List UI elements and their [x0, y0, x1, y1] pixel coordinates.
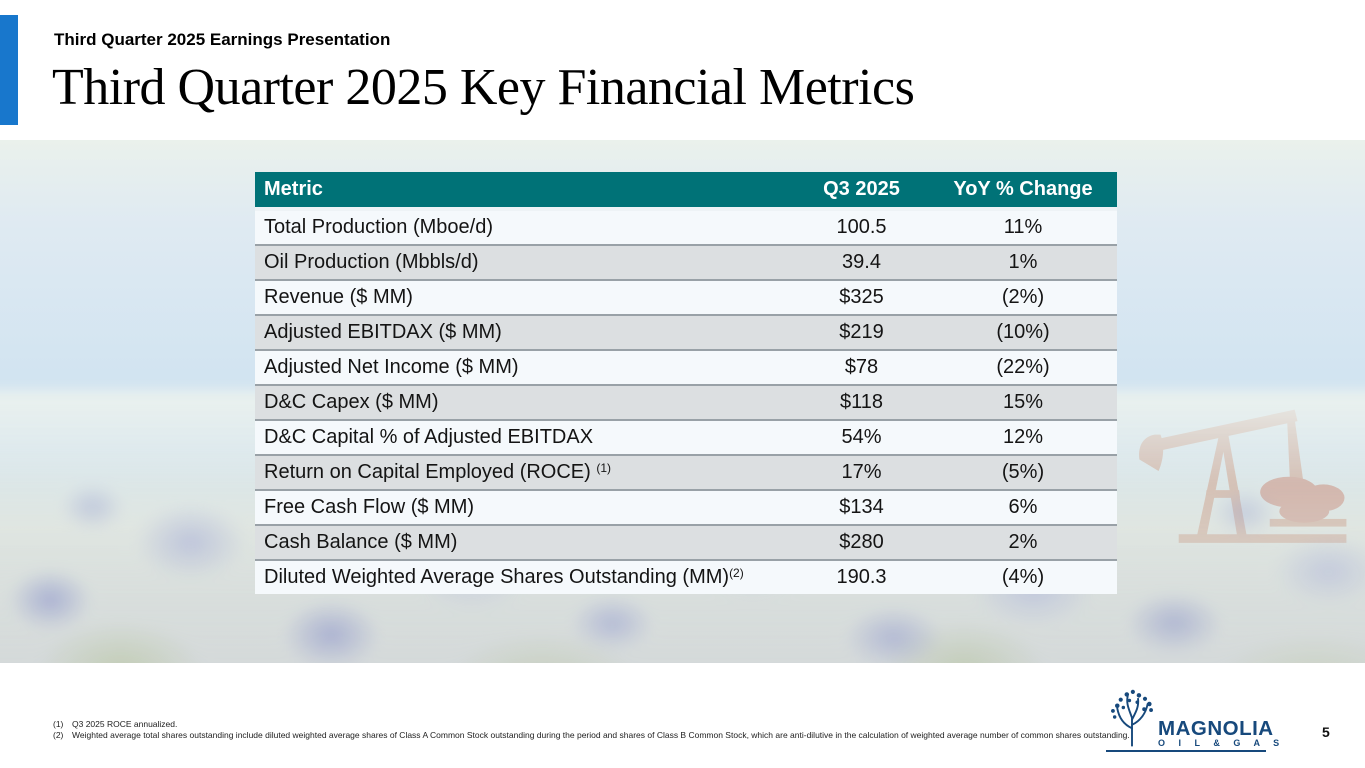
- q3-value-cell: $219: [839, 321, 884, 343]
- q3-value-cell: $78: [844, 356, 879, 378]
- q3-value-cell: 190.3: [836, 566, 887, 588]
- metric-cell: Return on Capital Employed (ROCE) (1): [264, 461, 612, 483]
- magnolia-tree-icon: [1111, 689, 1153, 747]
- table-row: Free Cash Flow ($ MM) $134 6%: [255, 489, 1117, 524]
- table-row: Oil Production (Mbbls/d) 39.4 1%: [255, 244, 1117, 279]
- yoy-value-cell: 12%: [1002, 426, 1044, 448]
- table-row: Adjusted Net Income ($ MM) $78 (22%): [255, 349, 1117, 384]
- footnote-number: (2): [53, 730, 64, 740]
- footnote-item: (2) Weighted average total shares outsta…: [53, 730, 1130, 741]
- yoy-value-cell: 6%: [1008, 496, 1038, 518]
- table-row: Total Production (Mboe/d) 100.5 11%: [255, 209, 1117, 244]
- page-number: 5: [1322, 724, 1330, 740]
- yoy-value-cell: (2%): [1001, 286, 1045, 308]
- q3-value-cell: 39.4: [842, 251, 881, 273]
- yoy-value-cell: (10%): [996, 321, 1050, 343]
- logo-tagline: O I L & G A S: [1158, 738, 1285, 748]
- metric-cell: D&C Capital % of Adjusted EBITDAX: [264, 426, 594, 448]
- table-body: Total Production (Mboe/d) 100.5 11% Oil …: [255, 209, 1117, 594]
- yoy-value-cell: 15%: [1002, 391, 1044, 413]
- q3-value-cell: $134: [839, 496, 884, 518]
- table-row: Return on Capital Employed (ROCE) (1) 17…: [255, 454, 1117, 489]
- q3-value-cell: 54%: [841, 426, 882, 448]
- table-row: D&C Capital % of Adjusted EBITDAX 54% 12…: [255, 419, 1117, 454]
- q3-value-cell: $118: [839, 391, 883, 413]
- yoy-value-cell: 11%: [1003, 216, 1043, 238]
- footnote-text: Q3 2025 ROCE annualized.: [72, 719, 178, 729]
- logo-name: MAGNOLIA: [1158, 717, 1274, 740]
- metric-cell: Adjusted EBITDAX ($ MM): [264, 321, 502, 343]
- yoy-value-cell: (5%): [1001, 461, 1045, 483]
- table-row: Diluted Weighted Average Shares Outstand…: [255, 559, 1117, 594]
- metrics-table: Metric Q3 2025 YoY % Change Total Produc…: [255, 172, 1117, 594]
- accent-bar: [0, 15, 18, 125]
- logo-wordmark: MAGNOLIA O I L & G A S: [1158, 717, 1285, 748]
- yoy-value-cell: 2%: [1008, 531, 1038, 553]
- table-row: Revenue ($ MM) $325 (2%): [255, 279, 1117, 314]
- yoy-value-cell: (4%): [1001, 566, 1045, 588]
- yoy-value-cell: 1%: [1008, 251, 1038, 273]
- table-row: Adjusted EBITDAX ($ MM) $219 (10%): [255, 314, 1117, 349]
- footnote-text: Weighted average total shares outstandin…: [72, 730, 1130, 740]
- metric-cell: Free Cash Flow ($ MM): [264, 496, 475, 518]
- table-row: D&C Capex ($ MM) $118 15%: [255, 384, 1117, 419]
- metric-cell: Cash Balance ($ MM): [264, 531, 458, 553]
- table-header-row: Metric Q3 2025 YoY % Change: [255, 172, 1117, 209]
- metric-cell: Revenue ($ MM): [264, 286, 413, 308]
- column-header-q3-2025: Q3 2025: [823, 178, 900, 200]
- footnote-item: (1) Q3 2025 ROCE annualized.: [53, 719, 1063, 730]
- q3-value-cell: 100.5: [836, 216, 887, 238]
- metric-cell: Diluted Weighted Average Shares Outstand…: [264, 566, 744, 588]
- footnote-number: (1): [53, 719, 64, 729]
- metric-cell: Total Production (Mboe/d): [264, 216, 494, 238]
- column-header-metric: Metric: [264, 178, 323, 200]
- eyebrow-text: Third Quarter 2025 Earnings Presentation: [54, 30, 391, 49]
- metric-cell: Adjusted Net Income ($ MM): [264, 356, 519, 378]
- page-title: Third Quarter 2025 Key Financial Metrics: [52, 59, 915, 116]
- table-row: Cash Balance ($ MM) $280 2%: [255, 524, 1117, 559]
- footnote-list: (1) Q3 2025 ROCE annualized. (2) Weighte…: [53, 719, 1130, 741]
- column-header-yoy-change: YoY % Change: [953, 178, 1093, 200]
- metric-cell: D&C Capex ($ MM): [264, 391, 439, 413]
- q3-value-cell: $325: [839, 286, 884, 308]
- yoy-value-cell: (22%): [996, 356, 1050, 378]
- q3-value-cell: 17%: [841, 461, 882, 483]
- metric-cell: Oil Production (Mbbls/d): [264, 251, 479, 273]
- q3-value-cell: $280: [839, 531, 884, 553]
- magnolia-logo: MAGNOLIA O I L & G A S: [1106, 686, 1279, 752]
